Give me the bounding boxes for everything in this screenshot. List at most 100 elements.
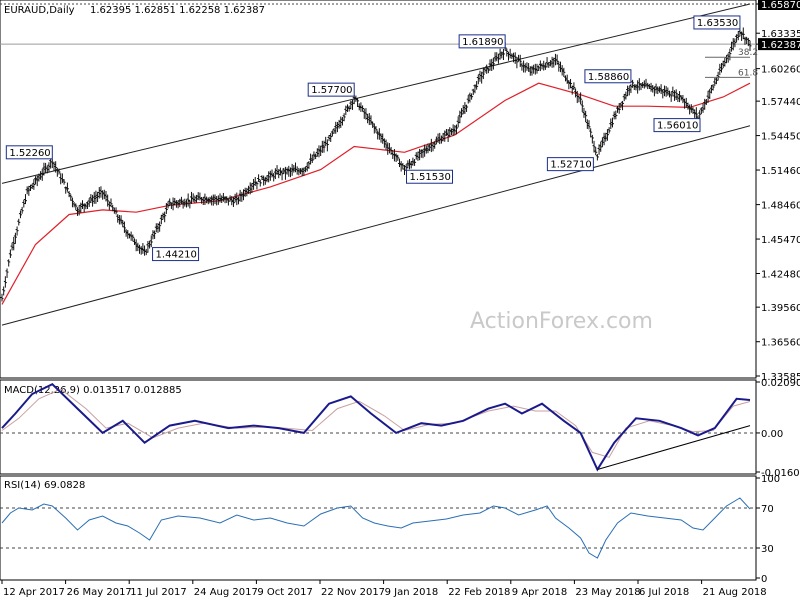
price-bar xyxy=(193,195,197,204)
y-tick-label: 1.62387 xyxy=(761,40,800,51)
price-bar xyxy=(287,165,291,177)
callout-box xyxy=(693,15,741,30)
price-bar xyxy=(491,57,495,70)
price-bar xyxy=(416,151,420,161)
rsi-tick-label: 30 xyxy=(761,544,774,555)
price-bar xyxy=(374,126,378,133)
price-bar xyxy=(342,113,346,122)
price-bar xyxy=(40,168,44,181)
price-bar xyxy=(470,93,474,100)
price-bar xyxy=(399,161,403,172)
price-bar xyxy=(424,145,428,154)
price-bar xyxy=(65,182,69,192)
price-bar xyxy=(15,226,19,236)
rsi-tick-0: 0 xyxy=(756,574,767,585)
watermark-text: ActionForex.com xyxy=(470,309,653,334)
signal-series-line xyxy=(1,388,751,458)
price-bar xyxy=(94,190,98,204)
price-bar xyxy=(629,84,633,94)
callout-1.58860: 1.58860 xyxy=(584,69,632,84)
price-bar xyxy=(404,164,408,171)
callout-label: 1.52710 xyxy=(550,160,591,171)
price-bar xyxy=(164,202,168,214)
price-bar xyxy=(116,214,120,223)
macd-panel-frame xyxy=(0,379,757,475)
price-bar xyxy=(23,194,27,205)
price-bar xyxy=(684,97,688,108)
price-bar xyxy=(609,118,613,130)
price-bar xyxy=(18,210,22,219)
price-bar xyxy=(324,136,328,146)
x-tick-8: 9 Apr 2018 xyxy=(510,580,567,598)
price-bar xyxy=(174,200,178,208)
price-bar xyxy=(520,62,524,71)
callout-box xyxy=(152,247,200,262)
price-bar xyxy=(716,71,720,81)
price-bar xyxy=(515,57,519,69)
price-bar xyxy=(240,191,244,202)
y-tick-label: 1.42480 xyxy=(761,270,800,281)
price-bar xyxy=(310,154,314,163)
price-bar xyxy=(589,128,593,138)
callout-1.52710: 1.52710 xyxy=(546,157,594,172)
price-bar xyxy=(693,109,697,118)
x-tick-label: 9 Apr 2018 xyxy=(512,587,567,598)
main-panel-frame xyxy=(0,0,757,379)
price-bar xyxy=(153,230,157,239)
price-bar xyxy=(587,120,591,130)
x-tick-label: 12 Apr 2017 xyxy=(3,587,65,598)
price-bar xyxy=(299,168,303,175)
callout-1.56010: 1.56010 xyxy=(653,118,701,133)
price-bar xyxy=(664,86,668,97)
price-bar xyxy=(617,103,621,114)
x-tick-label: 26 May 2017 xyxy=(67,587,132,598)
macd-tick-0.020904: 0.020904 xyxy=(756,378,800,389)
price-bar xyxy=(149,235,153,248)
rsi-tick-30: 30 xyxy=(756,544,774,555)
price-bar xyxy=(273,168,277,180)
price-bar xyxy=(599,141,603,152)
price-bar xyxy=(87,198,91,207)
price-bar xyxy=(233,193,237,203)
price-bar xyxy=(55,167,59,177)
price-bar xyxy=(602,132,606,146)
price-bar xyxy=(413,159,417,166)
fib-label-1: 61.8 xyxy=(738,68,758,78)
macd-tick-0.00: 0.00 xyxy=(756,429,783,440)
price-bar xyxy=(466,95,470,104)
price-bar xyxy=(57,168,61,175)
moving-average-line xyxy=(1,82,751,305)
ma-series-line xyxy=(1,82,751,305)
price-bar xyxy=(183,198,187,207)
price-bar xyxy=(270,169,274,178)
channel-line-0 xyxy=(1,3,751,184)
price-bar xyxy=(30,183,34,190)
y-tick-label: 1.63335 xyxy=(761,29,800,40)
callout-1.61890: 1.61890 xyxy=(458,34,506,49)
y-tick-highlight xyxy=(758,38,800,51)
price-bar xyxy=(122,221,126,233)
macd-y-axis: 0.020904 0.00 -0.016023 xyxy=(756,378,800,479)
price-bar xyxy=(600,137,604,148)
macd-tick--0.016023: -0.016023 xyxy=(756,468,800,479)
rsi-y-axis: 100 70 30 0 xyxy=(756,474,780,585)
price-bar xyxy=(557,61,561,72)
x-tick-3: 24 Aug 2017 xyxy=(192,580,258,598)
y-tick-1.54450: 1.54450 xyxy=(756,132,800,143)
y-tick-label: 1.33585 xyxy=(761,372,800,383)
price-bar xyxy=(361,105,365,112)
price-bar xyxy=(258,179,262,187)
price-bar xyxy=(186,193,190,207)
price-bar xyxy=(381,133,385,144)
price-bar xyxy=(334,121,338,134)
callout-box xyxy=(584,69,632,84)
price-bar xyxy=(75,207,79,216)
price-bar xyxy=(351,99,355,110)
price-bar xyxy=(468,92,472,103)
callout-label: 1.63530 xyxy=(697,18,738,29)
price-bar xyxy=(102,189,106,200)
price-bar xyxy=(456,116,460,128)
macd-trendline xyxy=(597,425,751,470)
